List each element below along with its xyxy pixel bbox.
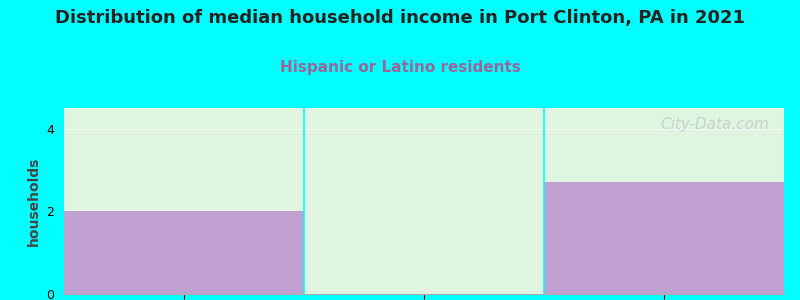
Text: Distribution of median household income in Port Clinton, PA in 2021: Distribution of median household income … (55, 9, 745, 27)
Text: Hispanic or Latino residents: Hispanic or Latino residents (279, 60, 521, 75)
Text: City-Data.com: City-Data.com (661, 117, 770, 132)
Y-axis label: households: households (26, 156, 41, 246)
